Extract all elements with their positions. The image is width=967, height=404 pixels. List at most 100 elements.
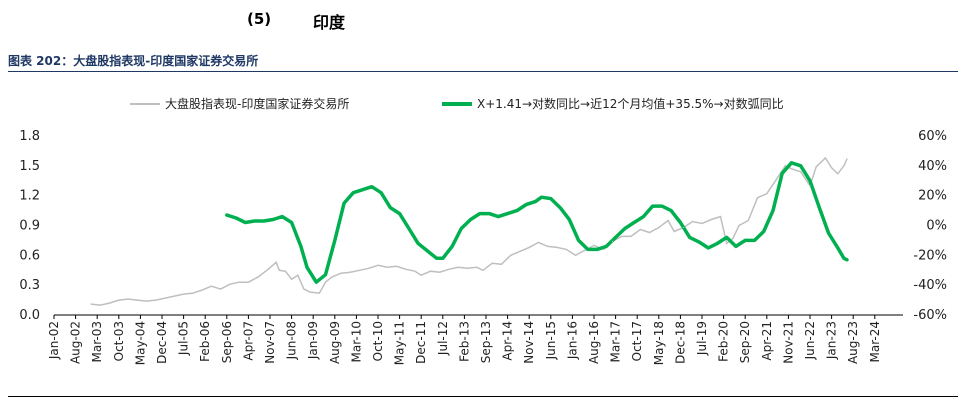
data-point-yoy bbox=[614, 236, 617, 239]
section-title: 印度 bbox=[313, 13, 346, 32]
data-point-index bbox=[726, 242, 728, 244]
data-point-yoy bbox=[790, 161, 793, 165]
x-axis-tick-label: Nov-21 bbox=[781, 321, 795, 364]
section-heading: (5) 印度 bbox=[0, 8, 967, 32]
legend: 大盘股指表现-印度国家证券交易所 X+1.41→对数同比→近12个月均值+35.… bbox=[130, 96, 784, 111]
data-point-yoy bbox=[497, 215, 500, 218]
data-point-index bbox=[405, 268, 407, 270]
series-points-yoy bbox=[225, 161, 849, 284]
data-point-index bbox=[766, 193, 768, 195]
data-point-yoy bbox=[407, 227, 411, 230]
x-axis-tick-label: Dec-04 bbox=[155, 321, 169, 364]
data-point-yoy bbox=[706, 246, 710, 250]
data-point-yoy bbox=[632, 221, 636, 224]
data-point-yoy bbox=[586, 248, 590, 251]
x-axis-tick-label: Feb-06 bbox=[198, 321, 212, 362]
legend-label-index: 大盘股指表现-印度国家证券交易所 bbox=[165, 96, 349, 111]
data-point-yoy bbox=[234, 216, 238, 220]
data-point-index bbox=[358, 269, 361, 271]
data-point-index bbox=[800, 171, 802, 173]
data-point-index bbox=[482, 269, 484, 271]
right-axis-tick-label: 0% bbox=[926, 219, 947, 234]
caption-divider bbox=[8, 71, 958, 72]
right-axis-tick-label: -60% bbox=[913, 308, 947, 323]
data-point-yoy bbox=[324, 273, 327, 276]
data-point-index bbox=[846, 158, 848, 160]
data-point-index bbox=[318, 292, 320, 294]
data-point-yoy bbox=[271, 218, 275, 221]
data-point-index bbox=[414, 270, 416, 272]
x-axis-tick-label: Mar-03 bbox=[90, 321, 104, 362]
data-point-index bbox=[824, 157, 827, 159]
data-point-index bbox=[173, 295, 175, 297]
data-point-index bbox=[266, 269, 268, 271]
data-point-yoy bbox=[398, 212, 401, 215]
data-point-index bbox=[457, 266, 459, 268]
data-point-index bbox=[732, 237, 734, 240]
data-point-yoy bbox=[799, 164, 802, 168]
data-point-yoy bbox=[290, 221, 293, 224]
x-axis-tick-label: Dec-11 bbox=[414, 321, 428, 364]
data-point-index bbox=[448, 268, 450, 270]
data-point-index bbox=[756, 197, 759, 199]
x-axis-tick-label: Sep-06 bbox=[220, 321, 234, 363]
data-point-index bbox=[275, 261, 277, 263]
data-point-index bbox=[831, 167, 833, 169]
x-axis-tick-label: Feb-20 bbox=[717, 321, 731, 362]
data-point-yoy bbox=[818, 206, 821, 209]
left-axis-tick-label: 0.6 bbox=[19, 248, 40, 263]
data-point-index bbox=[155, 299, 157, 301]
data-point-yoy bbox=[605, 245, 608, 248]
data-point-yoy bbox=[549, 197, 552, 200]
data-point-index bbox=[210, 285, 212, 287]
x-axis-tick-label: Mar-24 bbox=[868, 321, 882, 362]
data-point-yoy bbox=[623, 227, 627, 230]
data-point-index bbox=[648, 231, 651, 234]
data-point-index bbox=[377, 264, 379, 266]
data-point-index bbox=[439, 271, 441, 273]
series-line-yoy bbox=[225, 161, 849, 284]
data-point-index bbox=[340, 272, 342, 274]
data-point-yoy bbox=[281, 215, 284, 218]
data-point-yoy bbox=[642, 215, 645, 218]
data-point-index bbox=[710, 218, 712, 221]
figure-caption: 图表 202：大盘股指表现-印度国家证券交易所 bbox=[8, 54, 259, 68]
x-axis-tick-label: Sep-20 bbox=[738, 321, 752, 363]
data-point-yoy bbox=[669, 209, 673, 212]
data-point-yoy bbox=[762, 230, 765, 233]
data-point-index bbox=[278, 269, 280, 271]
data-point-index bbox=[368, 267, 370, 269]
data-point-index bbox=[784, 165, 786, 167]
x-axis-tick-label: Jun-15 bbox=[544, 321, 558, 360]
data-point-index bbox=[491, 262, 493, 264]
data-point-yoy bbox=[725, 236, 728, 239]
data-point-yoy bbox=[734, 245, 738, 248]
data-point-index bbox=[220, 288, 222, 290]
data-point-index bbox=[565, 248, 567, 250]
data-point-index bbox=[303, 288, 305, 290]
x-axis-tick-label: Apr-07 bbox=[241, 321, 255, 361]
data-point-index bbox=[99, 304, 101, 306]
data-point-index bbox=[775, 179, 777, 181]
data-point-index bbox=[192, 292, 194, 294]
data-point-index bbox=[611, 240, 614, 243]
left-axis-tick-label: 0.0 bbox=[19, 308, 40, 323]
right-axis-tick-label: -40% bbox=[913, 278, 947, 293]
x-axis-tick-label: Jul-05 bbox=[177, 321, 191, 356]
data-point-index bbox=[164, 297, 166, 299]
left-axis-tick-label: 1.5 bbox=[19, 159, 40, 174]
data-point-yoy bbox=[842, 257, 846, 260]
x-axis-tick-label: Feb-13 bbox=[457, 321, 471, 362]
data-point-index bbox=[673, 230, 675, 233]
data-point-index bbox=[349, 271, 351, 273]
data-point-yoy bbox=[478, 212, 482, 215]
data-point-index bbox=[790, 168, 793, 170]
data-point-yoy bbox=[753, 239, 756, 242]
bottom-divider bbox=[8, 396, 958, 397]
data-point-yoy bbox=[558, 206, 562, 209]
right-axis-tick-label: -20% bbox=[913, 248, 947, 263]
data-point-index bbox=[324, 281, 327, 283]
data-point-index bbox=[547, 245, 549, 247]
left-axis-tick-label: 1.2 bbox=[19, 189, 40, 204]
data-point-yoy bbox=[660, 204, 664, 208]
